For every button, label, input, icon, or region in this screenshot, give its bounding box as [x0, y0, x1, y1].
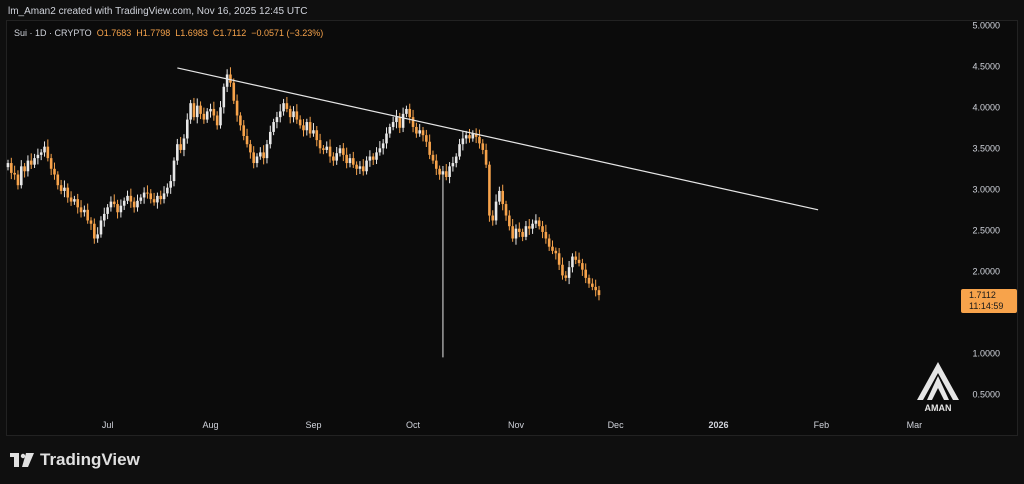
export-header: lm_Aman2 created with TradingView.com, N… — [8, 6, 308, 17]
low-value: L1.6983 — [175, 28, 208, 38]
tradingview-logo[interactable]: TradingView — [10, 450, 140, 470]
change-value: −0.0571 (−3.23%) — [251, 28, 324, 38]
symbol-legend: Sui · 1D · CRYPTO O1.7683 H1.7798 L1.698… — [14, 28, 323, 38]
close-value: C1.7112 — [212, 28, 247, 38]
tradingview-icon — [10, 453, 34, 467]
tradingview-wordmark: TradingView — [40, 450, 140, 469]
symbol-name: Sui · 1D · CRYPTO — [14, 28, 92, 38]
open-value: O1.7683 — [96, 28, 132, 38]
high-value: H1.7798 — [136, 28, 171, 38]
chart-panel[interactable] — [6, 20, 1018, 436]
